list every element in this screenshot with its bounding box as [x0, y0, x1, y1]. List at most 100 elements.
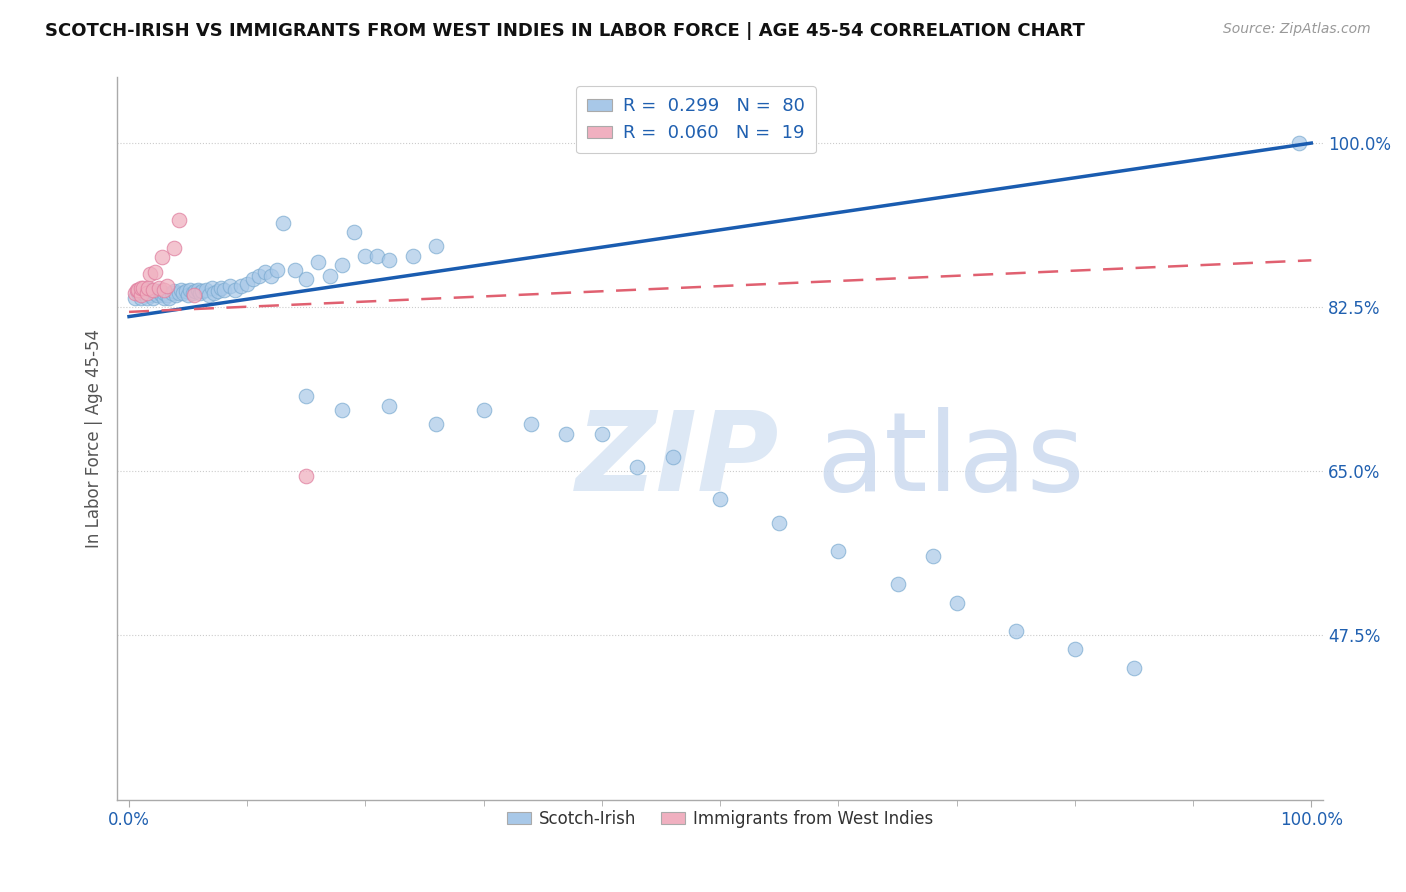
Point: [591, 426, 613, 441]
Point: [139, 268, 162, 282]
Point: [150, 251, 173, 265]
Point: [1063, 642, 1085, 657]
Point: [142, 291, 165, 305]
Text: Source: ZipAtlas.com: Source: ZipAtlas.com: [1223, 22, 1371, 37]
Point: [135, 286, 157, 301]
Point: [142, 283, 165, 297]
Point: [768, 516, 790, 530]
Point: [218, 278, 240, 293]
Point: [191, 285, 214, 299]
Text: ZIP: ZIP: [575, 407, 779, 514]
Point: [134, 286, 156, 301]
Point: [945, 596, 967, 610]
Point: [425, 417, 447, 432]
Point: [174, 285, 197, 299]
Point: [201, 281, 224, 295]
Point: [187, 283, 209, 297]
Point: [156, 278, 179, 293]
Point: [156, 288, 179, 302]
Text: atlas: atlas: [817, 407, 1085, 514]
Legend: Scotch-Irish, Immigrants from West Indies: Scotch-Irish, Immigrants from West Indie…: [501, 803, 939, 835]
Point: [129, 281, 152, 295]
Point: [402, 249, 425, 263]
Point: [149, 286, 172, 301]
Point: [136, 281, 159, 295]
Point: [378, 253, 401, 268]
Point: [260, 269, 283, 284]
Point: [129, 291, 152, 305]
Point: [343, 225, 366, 239]
Point: [163, 241, 186, 255]
Point: [167, 286, 190, 301]
Point: [179, 283, 201, 297]
Point: [177, 288, 200, 302]
Point: [555, 426, 578, 441]
Point: [922, 549, 945, 563]
Point: [153, 283, 176, 297]
Point: [354, 249, 377, 263]
Point: [143, 264, 166, 278]
Point: [662, 450, 685, 465]
Point: [153, 286, 176, 301]
Point: [148, 281, 170, 295]
Point: [202, 286, 225, 301]
Point: [135, 291, 157, 305]
Point: [184, 285, 207, 299]
Point: [170, 283, 193, 297]
Point: [236, 277, 259, 291]
Point: [330, 258, 353, 272]
Point: [127, 283, 149, 297]
Point: [425, 239, 447, 253]
Point: [143, 286, 166, 301]
Point: [181, 286, 204, 301]
Point: [127, 286, 149, 301]
Point: [827, 544, 849, 558]
Point: [139, 288, 162, 302]
Point: [136, 283, 159, 297]
Point: [167, 213, 190, 227]
Point: [172, 286, 194, 301]
Point: [1004, 624, 1026, 638]
Point: [283, 262, 305, 277]
Point: [124, 291, 146, 305]
Point: [188, 286, 211, 301]
Point: [160, 286, 183, 301]
Point: [1123, 661, 1146, 675]
Point: [198, 288, 221, 302]
Point: [626, 459, 648, 474]
Point: [366, 249, 388, 263]
Point: [295, 469, 318, 483]
Point: [209, 281, 232, 295]
Point: [163, 285, 186, 299]
Point: [150, 288, 173, 302]
Point: [146, 288, 169, 302]
Point: [153, 291, 176, 305]
Point: [165, 288, 187, 302]
Point: [472, 403, 495, 417]
Point: [132, 281, 155, 295]
Text: SCOTCH-IRISH VS IMMIGRANTS FROM WEST INDIES IN LABOR FORCE | AGE 45-54 CORRELATI: SCOTCH-IRISH VS IMMIGRANTS FROM WEST IND…: [45, 22, 1085, 40]
Point: [242, 272, 264, 286]
Point: [886, 577, 908, 591]
Point: [132, 286, 155, 301]
Point: [319, 269, 342, 284]
Point: [212, 283, 235, 297]
Point: [207, 285, 229, 299]
Point: [124, 286, 146, 301]
Point: [127, 283, 149, 297]
Point: [520, 417, 543, 432]
Point: [330, 403, 353, 417]
Point: [247, 269, 270, 284]
Point: [253, 265, 276, 279]
Point: [378, 399, 401, 413]
Point: [271, 216, 294, 230]
Point: [157, 291, 180, 305]
Point: [224, 283, 246, 297]
Point: [709, 492, 731, 507]
Point: [194, 283, 217, 297]
Point: [231, 278, 253, 293]
Point: [183, 288, 205, 302]
Point: [295, 272, 318, 286]
Point: [295, 389, 318, 403]
Point: [266, 262, 288, 277]
